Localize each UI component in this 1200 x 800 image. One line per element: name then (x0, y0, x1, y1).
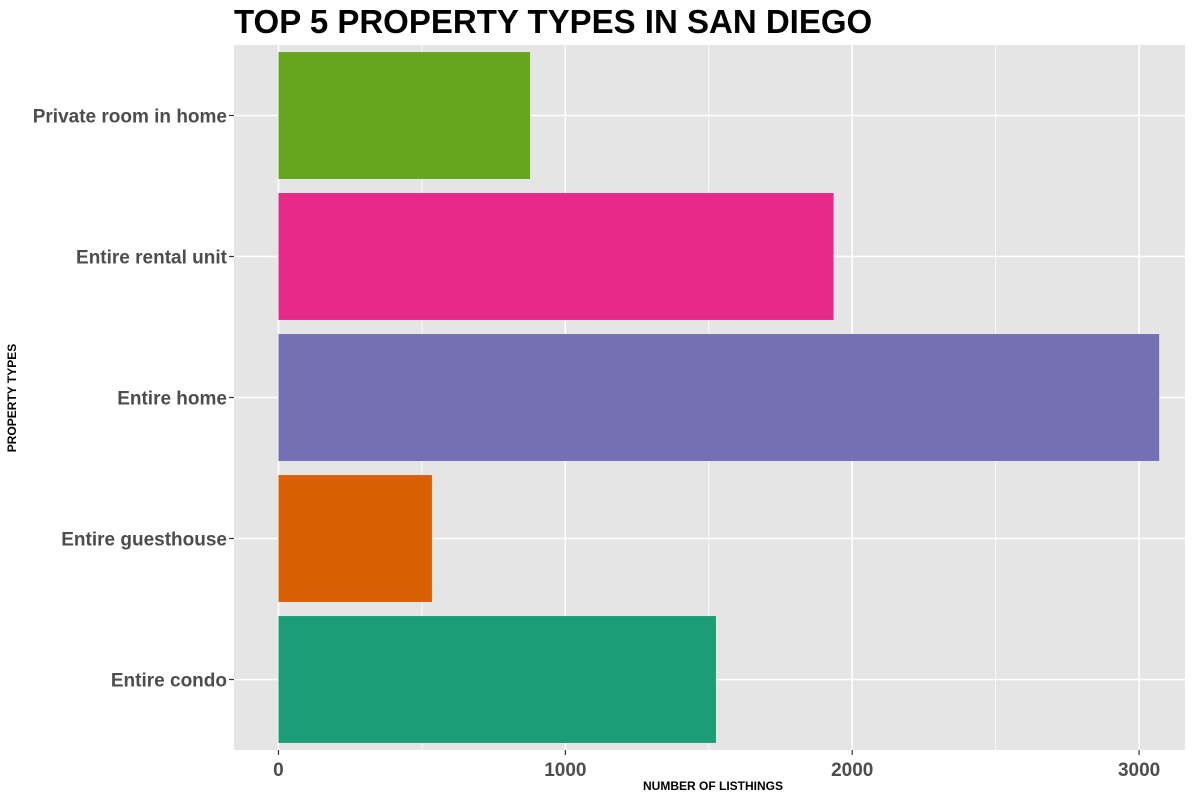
bar-private-room-in-home (278, 52, 531, 179)
bar-entire-guesthouse (278, 475, 432, 602)
y-tick-label: Entire condo (111, 671, 227, 692)
y-tick-label: Private room in home (33, 107, 227, 128)
x-tick-label: 1000 (544, 760, 586, 781)
bar-entire-condo (278, 616, 716, 743)
chart-title: TOP 5 PROPERTY TYPES IN SAN DIEGO (234, 3, 872, 40)
y-tick-label: Entire rental unit (76, 248, 228, 269)
x-axis: 0 1000 2000 3000 (273, 750, 1160, 781)
x-tick-label: 0 (273, 760, 284, 781)
bars (278, 52, 1160, 743)
x-axis-title: NUMBER OF LISTHINGS (643, 779, 783, 793)
y-tick-label: Entire guesthouse (61, 530, 227, 551)
x-tick-label: 2000 (831, 760, 873, 781)
x-tick-label: 3000 (1118, 760, 1160, 781)
y-tick-label: Entire home (117, 389, 227, 410)
y-axis: Entire condo Entire guesthouse Entire home… (33, 107, 234, 692)
bar-entire-rental-unit (278, 193, 834, 320)
bar-entire-home (278, 334, 1160, 461)
y-axis-title: PROPERTY TYPES (5, 344, 19, 452)
